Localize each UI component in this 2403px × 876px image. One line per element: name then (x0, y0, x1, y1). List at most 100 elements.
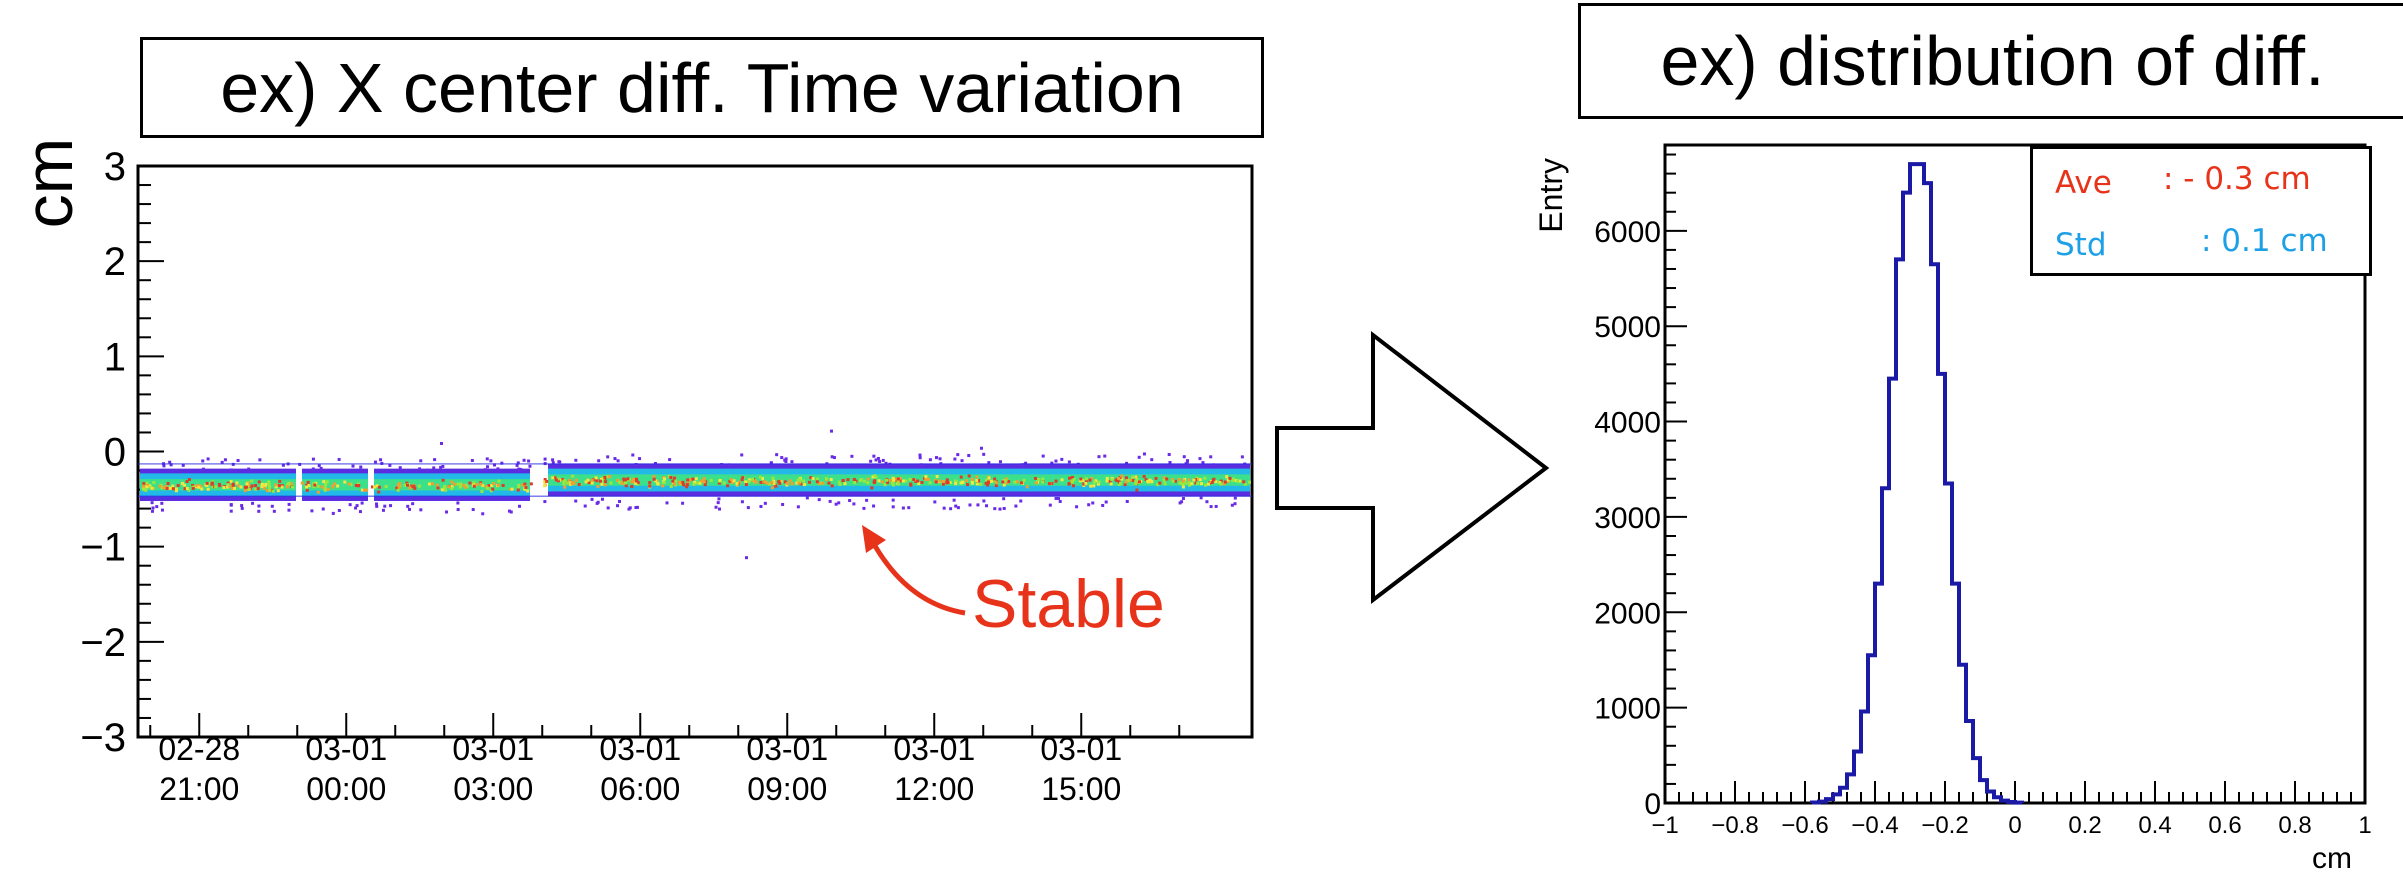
outlier-point (470, 458, 474, 462)
density-cell (764, 474, 770, 486)
density-point (479, 482, 483, 486)
density-point (798, 478, 802, 482)
density-point (1194, 481, 1198, 485)
outlier-point (1137, 455, 1141, 459)
density-point (486, 486, 490, 490)
density-point (523, 487, 527, 491)
density-point (594, 476, 598, 480)
outlier-point (528, 464, 532, 468)
outlier-point (1019, 499, 1023, 503)
density-point (622, 477, 626, 481)
outlier-point (223, 458, 227, 462)
outlier-point (874, 458, 878, 462)
density-cell (362, 479, 368, 491)
density-point (168, 486, 172, 490)
density-point (671, 479, 675, 483)
outlier-point (878, 459, 882, 463)
outlier-point (1103, 454, 1107, 458)
right-y-tick-labels: 0 1000 2000 3000 4000 5000 6000 (1594, 216, 1661, 821)
std-value: : 0.1 cm (2201, 223, 2328, 259)
x-tick-label: 0.2 (2068, 812, 2101, 839)
outlier-point (1125, 499, 1129, 503)
outlier-point (516, 461, 520, 465)
density-point (1243, 482, 1247, 486)
density-point (256, 487, 260, 491)
density-point (1013, 480, 1017, 484)
density-point (271, 489, 275, 493)
density-cell (638, 474, 644, 486)
density-point (165, 487, 169, 491)
outlier-point (967, 454, 971, 458)
density-point (1126, 479, 1130, 483)
outlier-point (319, 466, 323, 470)
density-point (648, 484, 652, 488)
density-point (468, 481, 472, 485)
density-point (458, 485, 462, 489)
density-point (254, 487, 258, 491)
outlier-point (257, 504, 261, 508)
density-point (1212, 477, 1216, 481)
density-point (558, 478, 562, 482)
density-point (821, 481, 825, 485)
density-point (914, 479, 918, 483)
density-cell (1106, 474, 1112, 486)
left-axis-ticks (138, 165, 1181, 738)
density-point (617, 480, 621, 484)
density-point (770, 481, 774, 485)
density-point (373, 485, 377, 489)
outlier-point (522, 458, 526, 462)
density-point (811, 477, 815, 481)
density-point (885, 481, 889, 485)
density-point (543, 484, 547, 488)
x-tick-date: 03-01 (305, 731, 387, 767)
density-point (1238, 479, 1242, 483)
density-point (761, 476, 765, 480)
density-point (1131, 475, 1135, 479)
density-point (286, 483, 290, 487)
density-point (770, 486, 774, 490)
outlier-point (406, 504, 410, 508)
density-point (554, 478, 558, 482)
density-point (254, 484, 258, 488)
density-point (1137, 480, 1141, 484)
outlier-point (600, 497, 604, 501)
density-point (1192, 478, 1196, 482)
density-point (145, 481, 149, 485)
density-cell (608, 474, 614, 486)
density-point (852, 477, 856, 481)
density-point (995, 481, 999, 485)
density-point (1177, 477, 1181, 481)
density-point (274, 485, 278, 489)
density-point (1187, 478, 1191, 482)
density-point (197, 485, 201, 489)
x-tick-label: 0.8 (2278, 812, 2311, 839)
outlier-point (311, 467, 315, 471)
density-cell (392, 479, 398, 491)
density-point (970, 477, 974, 481)
density-point (277, 484, 281, 488)
outlier-point (828, 499, 832, 503)
density-cell (302, 479, 308, 491)
density-point (1002, 483, 1006, 487)
density-point (904, 479, 908, 483)
outlier-point (150, 509, 154, 513)
outlier-point (281, 463, 285, 467)
density-point (463, 484, 467, 488)
density-point (987, 476, 991, 480)
outlier-point (258, 458, 262, 462)
density-point (1190, 482, 1194, 486)
density-point (744, 480, 748, 484)
density-point (274, 483, 278, 487)
outlier-point (348, 503, 352, 507)
outlier-point (425, 468, 429, 472)
outlier-point (444, 510, 448, 514)
density-cell (476, 479, 482, 491)
outlier-point (1022, 463, 1026, 467)
density-point (1068, 476, 1072, 480)
density-point (232, 486, 236, 490)
density-point (191, 486, 195, 490)
outlier-point (419, 459, 423, 463)
density-point (604, 480, 608, 484)
outlier-point (668, 458, 672, 462)
outlier-point (439, 465, 443, 469)
